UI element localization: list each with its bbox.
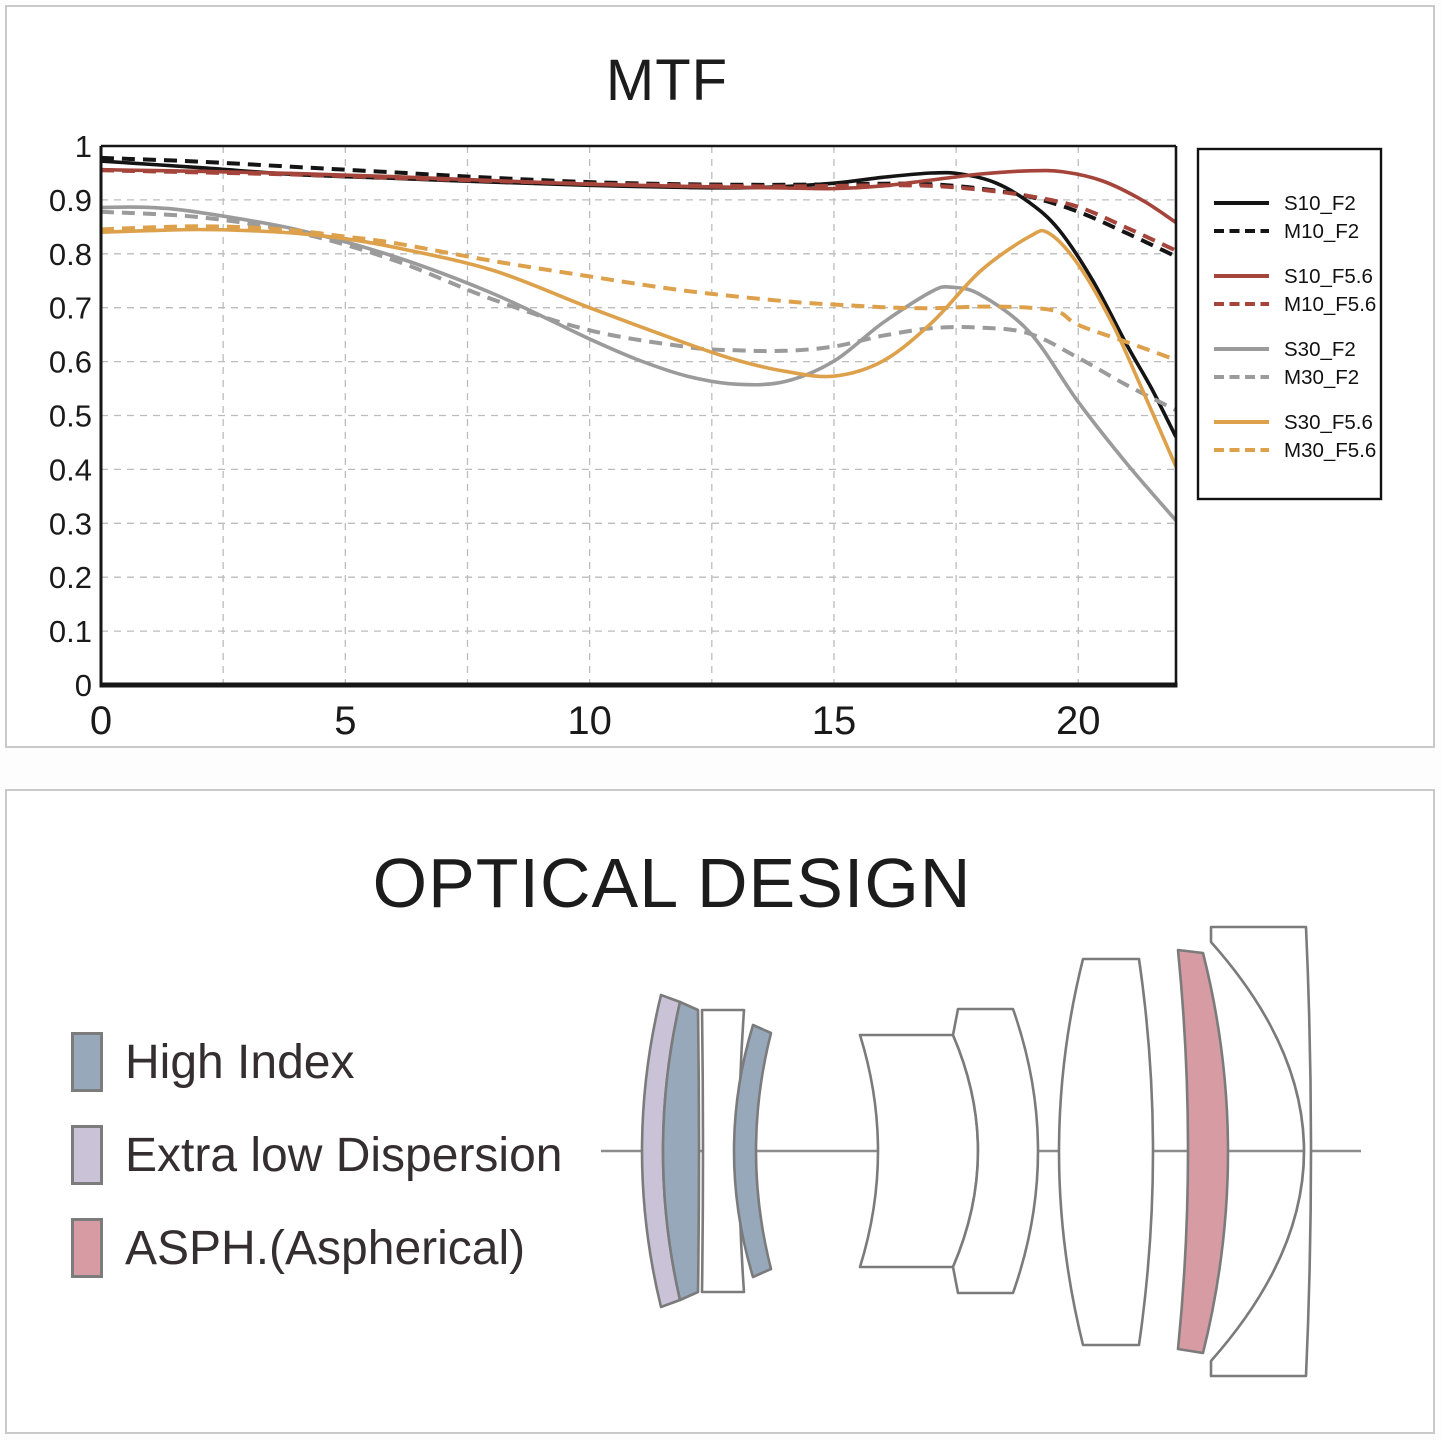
extra-low-dispersion-swatch: [71, 1125, 103, 1185]
svg-text:1: 1: [75, 129, 92, 164]
series-S10_F5.6: [101, 167, 1176, 225]
legend-entry-S30_F5.6: S30_F5.6: [1214, 411, 1373, 434]
series-S30_F5.6: [101, 227, 1176, 468]
legend-entry-M10_F2: M10_F2: [1214, 220, 1359, 243]
series-M10_F5.6: [101, 168, 1176, 253]
plot-frame: [99, 144, 1178, 688]
legend-entry-M10_F5.6: M10_F5.6: [1214, 293, 1376, 316]
svg-text:S10_F2: S10_F2: [1284, 192, 1356, 215]
legend-row-aspherical: ASPH.(Aspherical): [71, 1218, 562, 1278]
svg-text:0: 0: [90, 699, 112, 743]
svg-text:0.8: 0.8: [49, 237, 92, 272]
legend-entry-S10_F5.6: S10_F5.6: [1214, 265, 1373, 288]
svg-text:0.7: 0.7: [49, 291, 92, 326]
svg-text:0.9: 0.9: [49, 183, 92, 218]
lens-cross-section-diagram: [601, 925, 1361, 1378]
legend-row-high-index: High Index: [71, 1032, 562, 1092]
aspherical-swatch: [71, 1218, 103, 1278]
legend-entry-S30_F2: S30_F2: [1214, 338, 1356, 361]
svg-text:S30_F2: S30_F2: [1284, 338, 1356, 361]
element-4-high-index: [732, 1023, 773, 1279]
svg-text:0.2: 0.2: [49, 560, 92, 595]
extra-low-dispersion-label: Extra low Dispersion: [125, 1128, 563, 1182]
element-8-aspherical: [1176, 948, 1230, 1355]
optical-design-panel: OPTICAL DESIGN High Index Extra low Disp…: [5, 789, 1435, 1434]
mtf-chart-title: MTF: [605, 48, 729, 113]
y-axis-tick-labels: 0 0.1 0.2 0.3 0.4 0.5 0.6 0.7 0.8 0.9 1: [49, 129, 92, 703]
element-5-standard: [858, 1033, 980, 1269]
svg-text:0.6: 0.6: [49, 345, 92, 380]
series-S10_F2: [101, 159, 1176, 438]
element-7-biconvex: [1057, 957, 1155, 1347]
legend-row-extra-low-dispersion: Extra low Dispersion: [71, 1125, 563, 1185]
svg-text:0.1: 0.1: [49, 614, 92, 649]
svg-text:M30_F5.6: M30_F5.6: [1284, 439, 1376, 462]
svg-text:M10_F5.6: M10_F5.6: [1284, 293, 1376, 316]
svg-text:M10_F2: M10_F2: [1284, 220, 1359, 243]
series-lines: [101, 155, 1176, 522]
series-M30_F2: [101, 209, 1176, 412]
svg-text:20: 20: [1056, 699, 1101, 743]
svg-text:10: 10: [567, 699, 612, 743]
series-M30_F5.6: [101, 224, 1176, 362]
x-axis-tick-labels: 0 5 10 15 20: [90, 699, 1101, 743]
mtf-chart: 00.10.20.30.40.50.60.70.80.910 5 10 15 20S10…: [49, 129, 1383, 743]
element-9-rear-meniscus: [1209, 925, 1313, 1378]
mtf-panel: MTF 0 0.1 0.2 0.3 0.4 0.5 0.6 0.7 0.8 0.9 1 0 5 10 15 2…: [5, 5, 1435, 748]
svg-text:0.4: 0.4: [49, 452, 92, 487]
aspherical-label: ASPH.(Aspherical): [125, 1221, 526, 1275]
high-index-swatch: [71, 1032, 103, 1092]
svg-text:0.5: 0.5: [49, 399, 92, 434]
legend-entry-M30_F5.6: M30_F5.6: [1214, 439, 1376, 462]
svg-text:M30_F2: M30_F2: [1284, 366, 1359, 389]
gridlines: [101, 146, 1176, 685]
legend-entry-M30_F2: M30_F2: [1214, 366, 1359, 389]
svg-text:5: 5: [334, 699, 356, 743]
svg-text:15: 15: [812, 699, 857, 743]
element-6-standard: [951, 1007, 1040, 1295]
element-2-high-index: [661, 1000, 701, 1302]
legend-entry-S10_F2: S10_F2: [1214, 192, 1356, 215]
high-index-label: High Index: [125, 1035, 355, 1089]
chart-legend: S10_F2 M10_F2 S10_F5.6 M10_F5.6 S30_F2 M30_F2…: [1196, 147, 1383, 501]
svg-text:S10_F5.6: S10_F5.6: [1284, 265, 1373, 288]
svg-text:S30_F5.6: S30_F5.6: [1284, 411, 1373, 434]
svg-text:0: 0: [75, 668, 92, 703]
optical-design-title: OPTICAL DESIGN: [372, 844, 972, 922]
svg-text:0.3: 0.3: [49, 506, 92, 541]
material-legend: High Index Extra low Dispersion ASPH.(As…: [71, 1032, 563, 1313]
